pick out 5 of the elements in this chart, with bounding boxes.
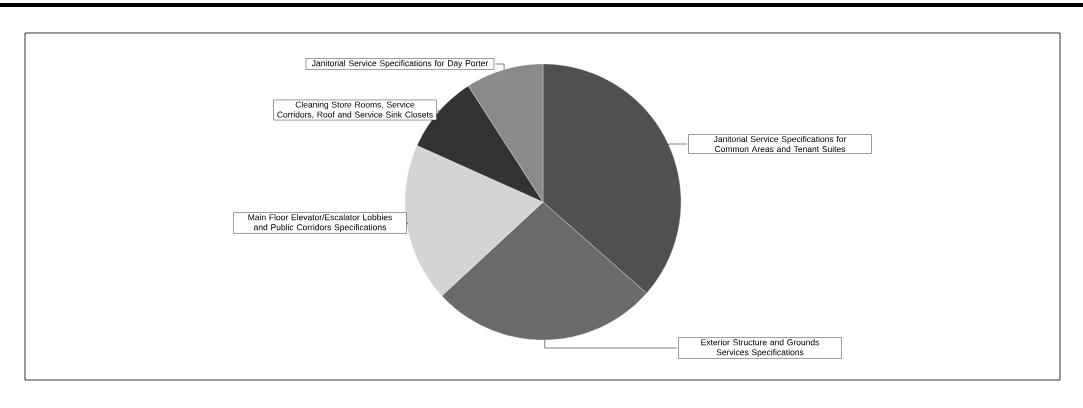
slice-label: Cleaning Store Rooms, Service Corridors, Roof and Service Sink Closets: [277, 101, 433, 119]
slice-label: Janitorial Service Specifications for Common Areas and Tenant Suites: [713, 135, 847, 153]
slice-label: Main Floor Elevator/Escalator Lobbies and Public Corridors Specifications: [248, 214, 392, 232]
slice-label: Exterior Structure and Grounds Services Specifications: [701, 339, 819, 357]
slice-label: Janitorial Service Specifications for Day Porter: [311, 60, 489, 68]
